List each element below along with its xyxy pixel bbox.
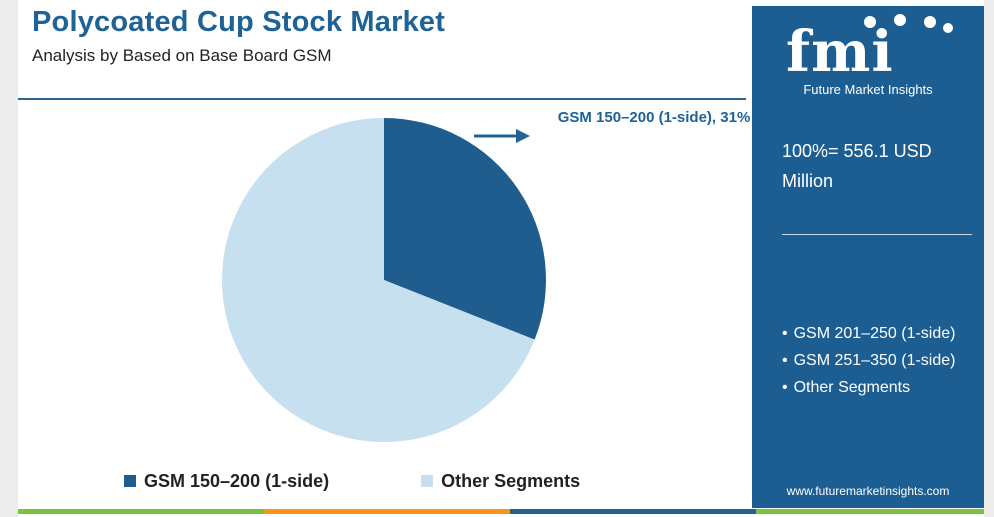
legend-swatch [421,475,434,487]
bottom-color-bar [18,509,984,514]
chart-card: Polycoated Cup Stock Market Analysis by … [18,0,984,517]
legend-label: Other Segments [441,470,581,491]
pie-slices [221,117,546,442]
market-total: 100%= 556.1 USD Million [782,141,932,191]
legend-item-other-segments: Other Segments [421,471,580,492]
list-item: GSM 251–350 (1-side) [782,347,982,374]
callout-arrow-icon [474,129,530,143]
pie-slice-1 [221,117,535,442]
logo-wordmark: fmi [786,19,894,85]
bottom-bar-segment [18,509,264,514]
website-link[interactable]: www.futuremarketinsights.com [786,484,950,498]
legend-swatch [124,475,136,487]
fmi-logo: fmi Future Market Insights [752,6,984,106]
pie-slice-0 [384,118,546,340]
list-item: Other Segments [782,374,982,401]
legend-item-gsm-150-200: GSM 150–200 (1-side) [124,471,329,492]
info-sidebar: fmi Future Market Insights 100%= 556.1 U… [752,6,984,508]
list-item: GSM 201–250 (1-side) [782,320,982,347]
logo-subtitle: Future Market Insights [803,82,933,97]
logo-figures-icon [864,14,953,33]
title-divider [18,98,746,100]
chart-title: Polycoated Cup Stock Market [32,6,446,38]
legend-label: GSM 150–200 (1-side) [144,470,330,491]
bottom-bar-segment [264,509,510,514]
chart-subtitle: Analysis by Based on Base Board GSM [32,46,332,65]
chart-legend: GSM 150–200 (1-side) Other Segments [124,466,672,496]
sidebar-divider [782,234,972,235]
other-segments-list: GSM 201–250 (1-side) GSM 251–350 (1-side… [782,320,982,401]
pie-chart [221,117,546,442]
bottom-bar-segment [756,509,984,514]
bottom-bar-segment [510,509,756,514]
slice-data-label: GSM 150–200 (1-side), 31% [557,109,751,126]
